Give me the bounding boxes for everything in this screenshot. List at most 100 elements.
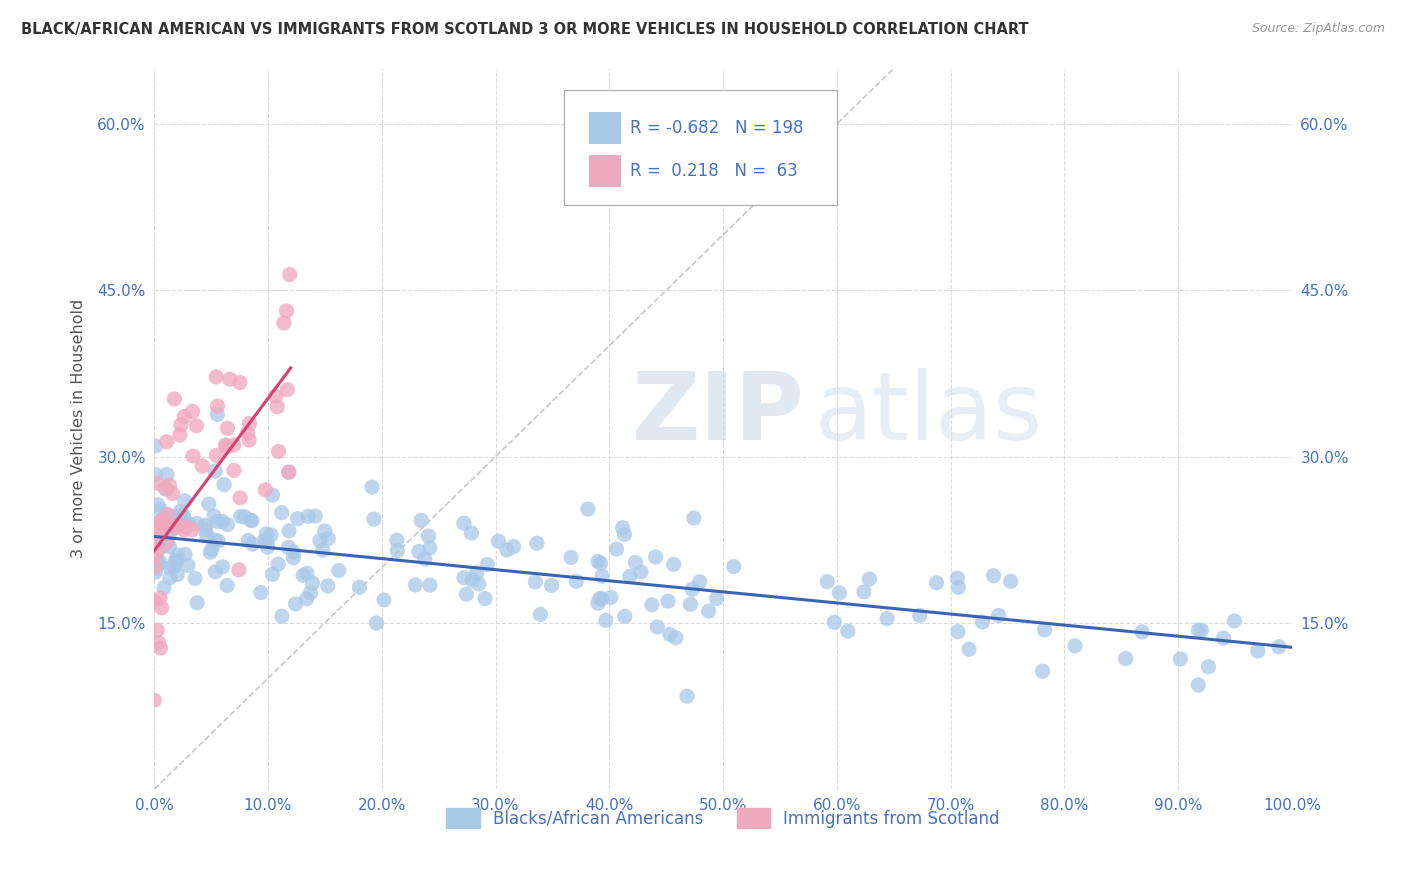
Point <box>363 512 385 526</box>
Point <box>1115 651 1137 665</box>
Point <box>143 693 166 707</box>
Point <box>153 481 176 495</box>
Point <box>148 542 170 557</box>
Point <box>278 268 301 282</box>
Point <box>238 433 260 447</box>
Point <box>972 615 994 629</box>
Point <box>155 508 177 522</box>
Point <box>146 520 169 534</box>
Point <box>349 580 371 594</box>
Point <box>156 434 179 449</box>
Text: atlas: atlas <box>814 368 1042 460</box>
Point <box>166 548 188 562</box>
Point <box>207 408 229 422</box>
Point <box>461 574 484 588</box>
Point <box>276 383 298 397</box>
Point <box>630 565 652 579</box>
Point <box>211 515 233 529</box>
Point <box>197 497 219 511</box>
Point <box>658 627 681 641</box>
Point <box>283 545 305 559</box>
Y-axis label: 3 or more Vehicles in Household: 3 or more Vehicles in Household <box>72 299 86 558</box>
Point <box>186 596 208 610</box>
Point <box>148 635 170 649</box>
Point <box>467 577 489 591</box>
Point <box>238 417 260 431</box>
Point <box>387 543 409 558</box>
Point <box>173 509 195 524</box>
Point <box>195 529 218 543</box>
Point <box>540 578 562 592</box>
Text: R =  0.218   N =  63: R = 0.218 N = 63 <box>630 161 797 180</box>
Point <box>159 571 181 585</box>
Point <box>181 523 204 537</box>
Legend: Blacks/African Americans, Immigrants from Scotland: Blacks/African Americans, Immigrants fro… <box>440 801 1007 835</box>
Point <box>165 553 187 567</box>
Point <box>316 532 339 546</box>
Point <box>488 534 510 549</box>
Point <box>181 449 204 463</box>
Point <box>165 518 187 533</box>
Point <box>299 586 322 600</box>
Point <box>645 620 668 634</box>
Point <box>156 534 179 549</box>
Point <box>155 483 177 497</box>
Point <box>665 631 688 645</box>
Point <box>159 540 181 554</box>
Point <box>149 502 172 516</box>
Point <box>143 526 166 541</box>
Point <box>408 544 430 558</box>
Point <box>1130 625 1153 640</box>
Point <box>1000 574 1022 589</box>
Point <box>295 591 318 606</box>
Point <box>474 591 496 606</box>
Point <box>465 566 488 580</box>
Point <box>249 585 271 599</box>
Point <box>278 524 301 538</box>
Point <box>143 439 166 453</box>
Point <box>858 572 880 586</box>
Point <box>328 564 350 578</box>
Point <box>697 604 720 618</box>
Point <box>1031 664 1053 678</box>
Point <box>983 568 1005 582</box>
Point <box>173 493 195 508</box>
Point <box>222 463 245 477</box>
Point <box>264 389 287 403</box>
Point <box>143 562 166 576</box>
Point <box>194 523 217 537</box>
Point <box>143 549 166 564</box>
Point <box>254 483 277 497</box>
Text: ZIP: ZIP <box>633 368 806 460</box>
Point <box>295 566 318 581</box>
Point <box>166 567 188 582</box>
Point <box>662 558 685 572</box>
Point <box>149 591 172 605</box>
Point <box>148 557 170 571</box>
Point <box>706 591 728 606</box>
Point <box>156 467 179 482</box>
Point <box>253 533 276 547</box>
Point <box>304 509 326 524</box>
Point <box>146 558 169 573</box>
Point <box>236 425 259 440</box>
Point <box>589 591 612 606</box>
Point <box>146 623 169 637</box>
Point <box>229 376 252 390</box>
Point <box>153 539 176 553</box>
Point <box>309 533 332 548</box>
Point <box>239 513 262 527</box>
Point <box>262 488 284 502</box>
Point <box>217 517 239 532</box>
Point <box>170 417 193 432</box>
Point <box>297 509 319 524</box>
Point <box>143 525 166 540</box>
Point <box>200 545 222 559</box>
Point <box>165 509 187 524</box>
Point <box>233 509 256 524</box>
Point <box>314 524 336 538</box>
Point <box>600 591 623 605</box>
Point <box>682 511 704 525</box>
Point <box>876 611 898 625</box>
Point <box>149 514 172 528</box>
